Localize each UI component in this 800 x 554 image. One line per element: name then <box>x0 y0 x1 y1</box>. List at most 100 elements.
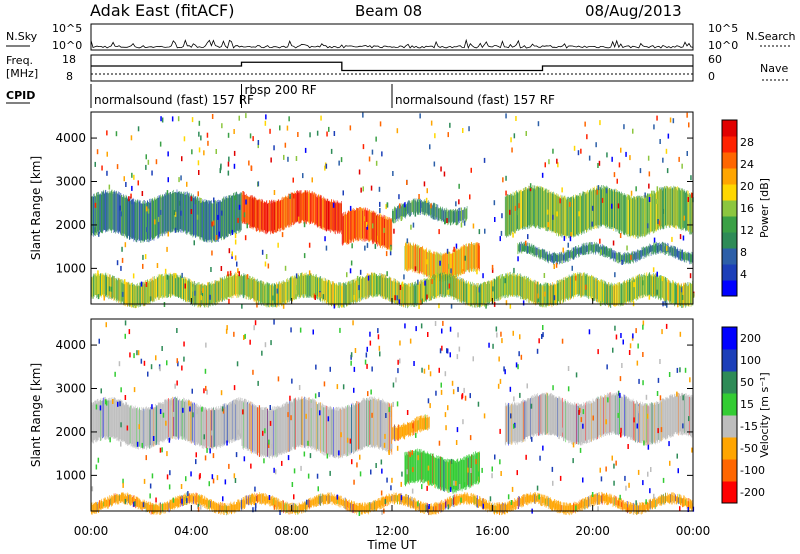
echo-cell <box>376 215 377 245</box>
echo-cell <box>255 200 256 229</box>
echo-cell <box>129 284 130 307</box>
echo-cell <box>132 408 133 448</box>
echo-cell <box>172 192 174 233</box>
echo-cell <box>514 402 516 441</box>
echo-cell <box>379 273 381 295</box>
echo-cell <box>536 281 537 304</box>
colorbar-frame <box>721 119 738 297</box>
echo-cell <box>214 200 215 241</box>
echo-cell <box>430 252 432 276</box>
echo-cell <box>303 398 304 447</box>
echo-cell <box>560 253 562 264</box>
echo-speck <box>147 159 150 165</box>
echo-cell <box>392 281 393 304</box>
echo-cell <box>657 277 659 300</box>
echo-speck <box>198 131 200 137</box>
echo-cell <box>624 195 626 234</box>
echo-cell <box>184 398 185 438</box>
echo-cell <box>577 273 578 294</box>
echo-cell <box>350 407 351 455</box>
echo-cell <box>622 282 624 306</box>
echo-cell <box>396 282 397 304</box>
echo-cell <box>464 457 465 488</box>
echo-cell <box>377 214 378 247</box>
echo-cell <box>538 284 540 305</box>
echo-cell <box>156 405 158 446</box>
echo-cell <box>411 282 413 304</box>
echo-speck <box>483 157 486 163</box>
echo-cell <box>358 208 359 242</box>
echo-cell <box>119 279 121 304</box>
echo-cell <box>137 200 138 240</box>
echo-cell <box>144 410 146 449</box>
echo-cell <box>611 248 612 259</box>
echo-speck <box>537 121 540 127</box>
echo-cell <box>149 408 151 445</box>
echo-cell <box>403 423 404 439</box>
echo-cell <box>148 202 150 243</box>
echo-cell <box>294 275 295 301</box>
echo-cell <box>359 276 361 300</box>
colorbar-swatch <box>722 120 737 137</box>
echo-cell <box>110 400 112 437</box>
echo-cell <box>636 276 637 301</box>
echo-cell <box>660 189 661 231</box>
echo-cell <box>351 208 353 242</box>
echo-cell <box>531 243 533 253</box>
echo-cell <box>465 458 467 488</box>
echo-cell <box>180 276 182 300</box>
echo-cell <box>110 275 111 298</box>
echo-cell <box>288 193 289 228</box>
echo-cell <box>352 402 353 451</box>
echo-cell <box>507 272 508 296</box>
echo-cell <box>371 211 373 241</box>
echo-cell <box>651 192 652 232</box>
echo-cell <box>433 275 434 300</box>
echo-cell <box>460 248 461 275</box>
echo-cell <box>453 249 454 276</box>
echo-cell <box>642 274 644 298</box>
echo-cell <box>592 244 594 253</box>
echo-cell <box>649 193 651 235</box>
echo-cell <box>577 248 578 254</box>
echo-cell <box>200 284 201 308</box>
echo-cell <box>395 426 396 442</box>
echo-cell <box>417 283 418 303</box>
echo-cell <box>269 283 271 305</box>
echo-cell <box>484 281 485 307</box>
echo-cell <box>189 281 191 301</box>
echo-cell <box>195 283 197 306</box>
echo-cell <box>618 251 619 260</box>
echo-cell <box>174 274 175 295</box>
echo-cell <box>280 284 281 305</box>
echo-cell <box>422 282 424 302</box>
echo-cell <box>212 284 214 307</box>
echo-cell <box>521 276 522 297</box>
echo-cell <box>190 282 192 302</box>
echo-cell <box>124 281 125 306</box>
echo-cell <box>263 202 265 233</box>
echo-cell <box>168 194 170 233</box>
echo-cell <box>558 196 559 236</box>
echo-cell <box>176 192 177 233</box>
echo-cell <box>106 276 107 295</box>
echo-cell <box>654 242 655 253</box>
echo-cell <box>454 460 455 490</box>
echo-cell <box>615 192 616 228</box>
echo-cell <box>552 192 553 232</box>
echo-cell <box>603 245 604 257</box>
echo-cell <box>438 276 440 299</box>
echo-cell <box>569 250 571 261</box>
echo-cell <box>92 402 94 444</box>
echo-cell <box>644 275 646 297</box>
echo-cell <box>216 201 218 242</box>
echo-cell <box>371 400 372 448</box>
echo-cell <box>230 401 232 440</box>
echo-cell <box>619 191 620 234</box>
echo-speck <box>500 230 503 236</box>
echo-cell <box>686 252 687 260</box>
echo-cell <box>140 282 141 306</box>
echo-cell <box>563 252 564 261</box>
echo-cell <box>501 274 503 296</box>
